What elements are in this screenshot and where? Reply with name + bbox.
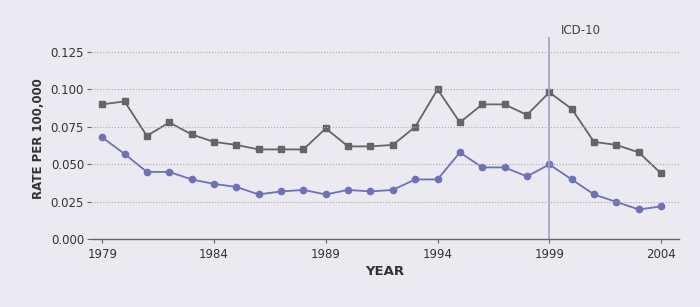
- Underlying Cause: [389, 188, 397, 192]
- Underlying or Other Cause: [456, 121, 464, 124]
- Underlying or Other Cause: [344, 145, 352, 148]
- Underlying Cause: [143, 170, 151, 174]
- Line: Underlying or Other Cause: Underlying or Other Cause: [99, 86, 664, 177]
- Underlying or Other Cause: [366, 145, 375, 148]
- Underlying or Other Cause: [411, 125, 419, 129]
- Underlying Cause: [188, 177, 196, 181]
- Underlying Cause: [500, 165, 509, 169]
- Underlying or Other Cause: [232, 143, 241, 147]
- Underlying Cause: [612, 200, 621, 204]
- Underlying Cause: [299, 188, 307, 192]
- Underlying Cause: [321, 192, 330, 196]
- Underlying or Other Cause: [98, 103, 106, 106]
- Underlying or Other Cause: [321, 126, 330, 130]
- Underlying Cause: [523, 175, 531, 178]
- Text: ICD-10: ICD-10: [561, 24, 601, 37]
- Underlying Cause: [120, 152, 129, 156]
- Underlying or Other Cause: [276, 148, 285, 151]
- Underlying or Other Cause: [165, 121, 174, 124]
- Underlying or Other Cause: [568, 107, 576, 111]
- Underlying Cause: [366, 190, 375, 193]
- Underlying Cause: [232, 185, 241, 189]
- Underlying or Other Cause: [635, 150, 643, 154]
- Underlying Cause: [568, 177, 576, 181]
- Underlying or Other Cause: [389, 143, 397, 147]
- Underlying or Other Cause: [433, 87, 442, 91]
- Underlying Cause: [210, 182, 218, 186]
- Underlying Cause: [276, 190, 285, 193]
- Underlying or Other Cause: [188, 133, 196, 136]
- X-axis label: YEAR: YEAR: [365, 265, 405, 278]
- Underlying or Other Cause: [478, 103, 486, 106]
- Underlying or Other Cause: [523, 113, 531, 117]
- Underlying Cause: [433, 177, 442, 181]
- Underlying or Other Cause: [612, 143, 621, 147]
- Underlying Cause: [344, 188, 352, 192]
- Underlying or Other Cause: [545, 91, 554, 94]
- Underlying Cause: [411, 177, 419, 181]
- Underlying or Other Cause: [255, 148, 263, 151]
- Underlying Cause: [255, 192, 263, 196]
- Underlying Cause: [590, 192, 598, 196]
- Legend: Underlying Cause, Underlying or Other Cause: Underlying Cause, Underlying or Other Ca…: [217, 306, 553, 307]
- Underlying Cause: [478, 165, 486, 169]
- Underlying Cause: [635, 208, 643, 211]
- Y-axis label: RATE PER 100,000: RATE PER 100,000: [32, 78, 45, 199]
- Underlying or Other Cause: [590, 140, 598, 144]
- Underlying or Other Cause: [299, 148, 307, 151]
- Underlying Cause: [456, 150, 464, 154]
- Underlying Cause: [165, 170, 174, 174]
- Underlying Cause: [545, 163, 554, 166]
- Underlying or Other Cause: [657, 172, 665, 175]
- Underlying or Other Cause: [143, 134, 151, 138]
- Underlying Cause: [98, 136, 106, 139]
- Underlying or Other Cause: [500, 103, 509, 106]
- Underlying or Other Cause: [120, 99, 129, 103]
- Underlying or Other Cause: [210, 140, 218, 144]
- Underlying Cause: [657, 204, 665, 208]
- Line: Underlying Cause: Underlying Cause: [99, 134, 664, 212]
